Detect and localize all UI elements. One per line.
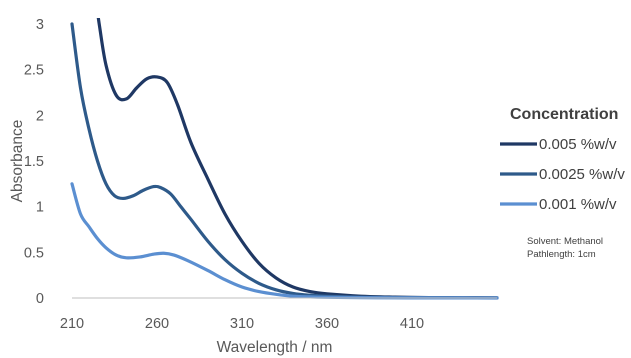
x-tick-label: 410 [400, 316, 424, 332]
y-tick-label: 1 [36, 200, 44, 216]
legend: Concentration 0.005 %w/v 0.0025 %w/v 0.001… [500, 106, 625, 213]
x-tick-labels: 210 260 310 360 410 [60, 316, 424, 332]
legend-label-2: 0.001 %w/v [539, 196, 617, 213]
x-axis-title: Wavelength / nm [217, 339, 333, 356]
legend-title: Concentration [510, 106, 618, 123]
x-tick-label: 310 [230, 316, 254, 332]
series-line-2 [70, 182, 499, 300]
y-tick-label: 1.5 [24, 154, 44, 170]
annotation-solvent: Solvent: Methanol [527, 236, 603, 247]
legend-label-0: 0.005 %w/v [539, 136, 617, 153]
y-tick-label: 0 [36, 291, 44, 307]
y-axis-title: Absorbance [9, 120, 26, 203]
x-tick-label: 260 [145, 316, 169, 332]
x-tick-label: 210 [60, 316, 84, 332]
y-tick-labels: 0 0.5 1 1.5 2 2.5 3 [24, 17, 44, 307]
y-tick-label: 2 [36, 108, 44, 124]
annotation-pathlength: Pathlength: 1cm [527, 249, 596, 260]
y-tick-label: 2.5 [24, 63, 44, 79]
plot-area [70, 18, 499, 300]
legend-label-1: 0.0025 %w/v [539, 166, 625, 183]
y-tick-label: 0.5 [24, 245, 44, 261]
legend-items: 0.005 %w/v 0.0025 %w/v 0.001 %w/v [500, 136, 625, 213]
x-tick-label: 360 [315, 316, 339, 332]
series-line-0 [96, 18, 499, 300]
y-tick-label: 3 [36, 17, 44, 33]
annotation-block: Solvent: Methanol Pathlength: 1cm [527, 236, 603, 260]
